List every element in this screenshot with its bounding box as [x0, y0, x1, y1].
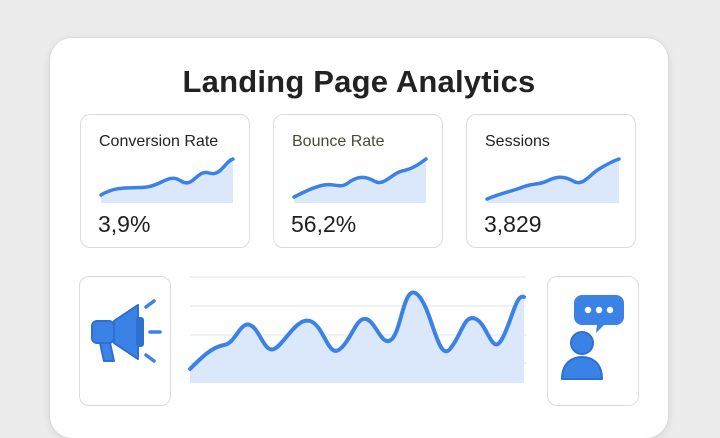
- sparkline-fill: [294, 159, 426, 203]
- sparkline-bounce: [292, 157, 428, 203]
- dashboard-panel: Landing Page Analytics Conversion Rate 3…: [50, 38, 668, 438]
- user-chat-icon: [561, 295, 624, 380]
- megaphone-card[interactable]: [79, 276, 171, 406]
- metric-card-bounce-rate[interactable]: Bounce Rate 56,2%: [273, 114, 443, 248]
- metric-value: 3,9%: [98, 211, 151, 237]
- metric-label: Sessions: [485, 133, 550, 150]
- metric-card-sessions[interactable]: Sessions 3,829: [466, 114, 636, 248]
- trend-fill: [190, 292, 524, 383]
- sparkline-fill: [487, 159, 619, 203]
- metric-label: Conversion Rate: [99, 133, 219, 150]
- trend-line: [188, 290, 526, 371]
- metric-label: Bounce Rate: [292, 133, 385, 150]
- sparkline-sessions: [485, 157, 621, 203]
- metric-card-conversion-rate[interactable]: Conversion Rate 3,9%: [80, 114, 250, 248]
- sparkline-conversion: [99, 157, 235, 203]
- page-title: Landing Page Analytics: [182, 64, 536, 99]
- sparkline-line: [292, 157, 428, 199]
- metric-value: 56,2%: [291, 211, 357, 237]
- trend-chart: [188, 276, 526, 383]
- metric-value: 3,829: [484, 211, 542, 237]
- user-chat-card[interactable]: [547, 276, 639, 406]
- sparkline-line: [485, 157, 621, 201]
- megaphone-icon: [91, 299, 162, 363]
- sparkline-line: [99, 157, 235, 197]
